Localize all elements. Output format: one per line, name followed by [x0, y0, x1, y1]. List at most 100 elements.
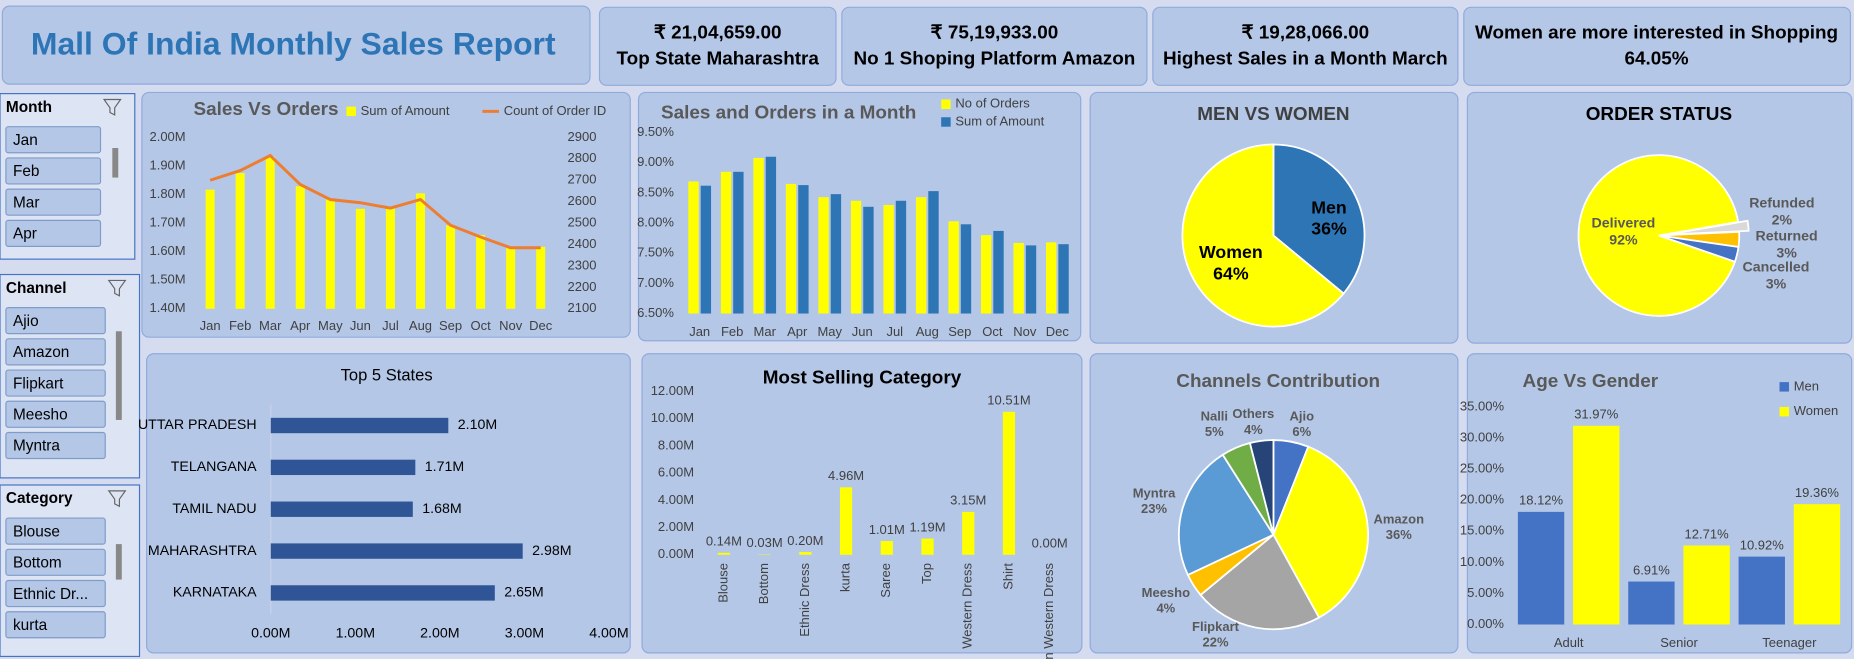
- bar: [928, 191, 939, 314]
- slicer-item[interactable]: [5, 400, 106, 428]
- bar: [798, 185, 809, 314]
- x-tick-label: Aug: [916, 324, 939, 339]
- slicer-item[interactable]: [5, 188, 102, 216]
- pie-label-value: 4%: [1156, 601, 1175, 616]
- y-tick-label: 15.00%: [1460, 523, 1505, 538]
- y-tick-label: 2.00M: [149, 129, 185, 144]
- chart-title: ORDER STATUS: [1586, 104, 1732, 125]
- y2-tick-label: 2900: [568, 129, 597, 144]
- slicer-item[interactable]: [5, 548, 106, 576]
- y-tick-label: 1.40M: [149, 300, 185, 315]
- pie-label-name: Refunded: [1749, 195, 1814, 211]
- slicer-item[interactable]: [5, 611, 106, 639]
- x-tick-label: Women Western Dress: [1041, 563, 1056, 659]
- slicer-item[interactable]: [5, 219, 102, 247]
- pie-slice: [1248, 439, 1275, 535]
- x-tick-label: Jun: [350, 318, 371, 333]
- legend-label: Sum of Amount: [955, 113, 1044, 128]
- y2-tick-label: 2300: [568, 257, 597, 272]
- pie-label-value: 64%: [1213, 263, 1249, 283]
- pie-label-name: Myntra: [1133, 486, 1176, 501]
- pie-label-value: 2%: [1772, 212, 1793, 228]
- bar: [270, 543, 523, 559]
- pie-label: Refunded 2%: [1749, 195, 1814, 228]
- pie-slice: [1577, 154, 1740, 317]
- scrollbar: [115, 544, 122, 580]
- x-tick-label: Sep: [948, 324, 971, 339]
- header-box: [1, 5, 591, 85]
- slicer-item[interactable]: [5, 517, 106, 545]
- filter-icon: [107, 279, 127, 297]
- slicer-item-label: Bottom: [13, 555, 62, 572]
- pie-label: Others 4%: [1232, 407, 1274, 438]
- data-label: 1.19M: [909, 519, 945, 534]
- legend-label: Women: [1794, 403, 1839, 418]
- y-tick-label: 20.00%: [1460, 492, 1505, 507]
- slicer-item-label: Apr: [13, 226, 37, 243]
- y-tick-label: 9.00%: [637, 154, 674, 169]
- kpi-card: [1463, 6, 1852, 86]
- slicer-item[interactable]: [5, 307, 106, 335]
- data-label: 0.14M: [706, 534, 742, 549]
- pie-label-name: Nalli: [1201, 409, 1228, 424]
- slicer-item-label: Flipkart: [13, 375, 64, 392]
- bar: [1793, 504, 1841, 625]
- x-tick-label: Shirt: [1000, 563, 1015, 590]
- slicer-item[interactable]: [5, 431, 106, 460]
- kpi-label: Top State Maharashtra: [617, 48, 820, 69]
- legend-label: Count of Order ID: [504, 103, 607, 118]
- pie-label: Women 64%: [1199, 242, 1263, 283]
- bar: [1058, 244, 1069, 314]
- pie-label-value: 22%: [1202, 635, 1228, 650]
- y-tick-label: TELANGANA: [171, 459, 257, 475]
- slicer-item[interactable]: [5, 579, 106, 608]
- slicer-item[interactable]: [5, 369, 106, 397]
- chart-title: Most Selling Category: [763, 368, 962, 389]
- x-tick-label: Blouse: [715, 563, 730, 603]
- x-tick-label: 2.00M: [420, 626, 459, 642]
- bar: [883, 204, 894, 314]
- data-label: 2.98M: [532, 543, 571, 559]
- pie-label-name: Delivered: [1592, 215, 1656, 231]
- x-tick-label: Teenager: [1762, 635, 1817, 650]
- y-tick-label: 12.00M: [651, 383, 694, 398]
- data-label: 10.51M: [987, 393, 1030, 408]
- pie-label-name: Returned: [1756, 228, 1818, 244]
- slicer-title: Category: [6, 490, 73, 507]
- y-tick-label: 5.00%: [1467, 585, 1504, 600]
- data-label: 19.36%: [1795, 485, 1840, 500]
- bar: [270, 459, 416, 476]
- pie-label-value: 36%: [1311, 218, 1347, 238]
- bar: [799, 552, 812, 555]
- line: [209, 153, 541, 250]
- chart-title: MEN VS WOMEN: [1197, 104, 1349, 125]
- x-tick-label: May: [817, 324, 842, 339]
- pie-slice: [1668, 219, 1750, 236]
- bar: [960, 224, 972, 314]
- slicer-item-label: Amazon: [13, 344, 69, 361]
- y-tick-label: TAMIL NADU: [172, 501, 256, 517]
- y-tick-label: 10.00%: [1460, 554, 1505, 569]
- x-tick-label: kurta: [838, 562, 853, 592]
- kpi-card: [1152, 6, 1459, 86]
- bar: [265, 156, 275, 309]
- slicer-item[interactable]: [5, 338, 106, 366]
- bar: [1683, 545, 1730, 625]
- bar: [962, 511, 975, 555]
- x-tick-label: 3.00M: [505, 626, 544, 642]
- y-tick-label: 1.50M: [149, 272, 185, 287]
- slicer-item[interactable]: [5, 126, 102, 154]
- slicer-item[interactable]: [5, 157, 102, 185]
- pie-label: Myntra 23%: [1133, 486, 1176, 517]
- pie-slice: [1272, 445, 1369, 619]
- bar: [948, 221, 959, 314]
- pie-label-name: Ajio: [1290, 409, 1315, 424]
- kpi-value: ₹ 75,19,933.00: [931, 22, 1059, 43]
- slicer-item-label: Ethnic Dr...: [13, 586, 88, 603]
- pie-label: Cancelled 3%: [1742, 259, 1809, 292]
- pie-label-name: Men: [1311, 197, 1346, 217]
- data-label: 1.01M: [869, 522, 905, 537]
- bar: [205, 189, 215, 309]
- data-label: 12.71%: [1685, 526, 1730, 541]
- data-label: 6.91%: [1633, 562, 1670, 577]
